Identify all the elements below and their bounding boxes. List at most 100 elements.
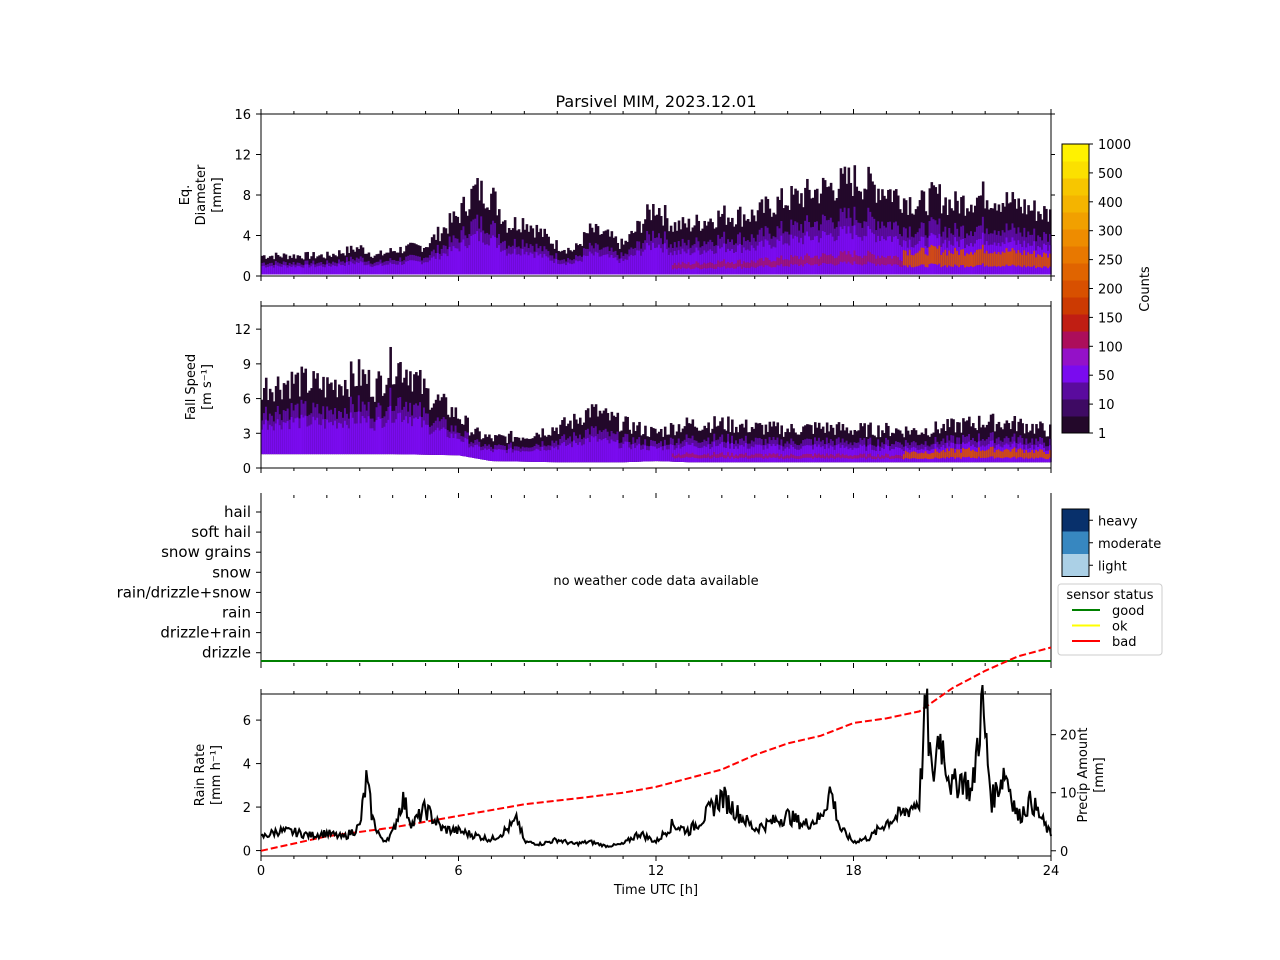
heat-core [689,265,693,270]
heat-core [802,259,805,267]
heat-core [863,255,866,265]
category-label: drizzle [202,644,251,662]
heat-core [902,250,906,266]
heat-column [284,265,288,275]
heat-core [810,454,813,458]
heat-column [272,430,276,455]
heat-core [814,453,817,458]
heat-column [529,451,533,462]
heat-column [428,260,432,275]
heat-core [855,455,859,459]
heat-column [602,438,606,463]
heat-core [950,253,953,267]
heat-column [873,450,876,463]
heat-core [695,261,699,268]
heat-column [810,240,813,275]
heat-core [877,255,880,265]
heat-core [873,254,876,264]
heat-column [397,264,400,275]
heat-core [973,252,977,267]
heat-core [744,452,748,458]
y-tick-label: 0 [243,270,251,285]
heat-column [436,427,440,455]
heat-core [934,449,938,458]
heat-core [932,245,936,264]
heat-column [673,449,677,462]
time-x-label: Time UTC [h] [613,883,698,898]
heat-column [387,419,390,455]
heat-core [985,250,989,266]
heat-column [322,266,325,275]
heat-column [685,253,689,275]
diameter-heatmap [261,165,1052,275]
heat-core [960,452,963,459]
heat-core [1033,250,1036,266]
heat-core [948,450,951,459]
heat-core [762,260,766,268]
heat-column [871,449,874,463]
heat-column [622,443,625,463]
heat-core [729,455,732,459]
rain-rate-line [260,684,1052,849]
heat-core [829,254,833,264]
heat-core [817,453,821,458]
heat-core [861,257,864,266]
heat-core [1003,449,1007,458]
heat-column [462,441,466,457]
heat-column [744,443,748,463]
heat-core [1005,448,1009,458]
heat-column [817,444,821,463]
heat-column [432,431,436,455]
heat-column [324,428,327,455]
heat-core [928,246,932,265]
heat-column [865,236,868,275]
heat-core [926,453,930,459]
heat-core [697,262,701,269]
heat-column [377,265,381,275]
heat-core [733,455,736,459]
heat-core [754,453,758,458]
heat-column [391,422,394,455]
heat-column [434,258,438,275]
heat-column [351,263,355,275]
heat-core [798,456,801,459]
heat-column [261,266,264,275]
heat-column [703,445,706,463]
heat-core [681,454,685,458]
heat-column [695,446,699,463]
heat-core [1011,248,1015,265]
heat-core [985,450,989,458]
heat-column [857,447,861,463]
heat-column [762,246,766,275]
heat-column [448,246,452,275]
x-tick-label: 0 [257,864,265,879]
heat-core [675,264,679,270]
intensity-block [1062,531,1089,554]
heat-column [553,448,556,463]
colorbar-block [1062,382,1089,400]
heat-core [849,455,853,459]
heat-column [867,445,870,463]
heat-core [1007,449,1011,458]
heat-column [600,256,604,275]
heat-column [881,447,884,463]
heat-column [373,266,377,275]
heat-column [614,441,618,463]
heat-column [389,405,392,455]
heat-column [525,451,529,462]
heat-column [746,249,750,275]
heat-core [796,456,799,459]
heat-column [772,246,776,275]
heat-core [910,254,914,268]
heat-column [478,446,481,459]
heat-column [401,264,404,275]
heat-column [849,447,853,463]
colorbar-block [1062,416,1089,434]
heat-column [798,449,801,463]
heat-column [272,267,276,275]
heat-column [596,441,600,463]
heat-core [721,261,724,268]
y-tick-label: 4 [243,758,251,773]
y2-tick-label: 20 [1060,729,1077,744]
heat-core [991,446,995,457]
